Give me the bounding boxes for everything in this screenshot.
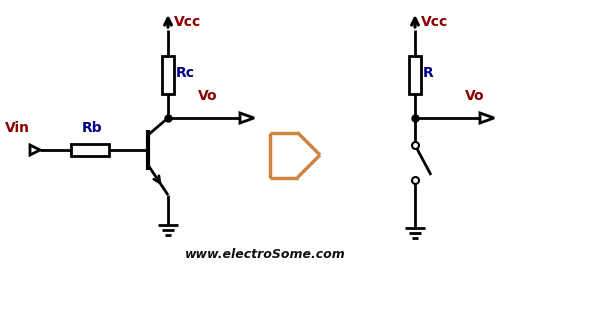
Text: Rb: Rb bbox=[82, 121, 103, 135]
Text: Vcc: Vcc bbox=[421, 15, 448, 29]
Text: Vo: Vo bbox=[465, 89, 485, 103]
Text: www.electroSome.com: www.electroSome.com bbox=[185, 248, 346, 261]
Text: R: R bbox=[423, 66, 434, 80]
Bar bbox=[71, 144, 109, 156]
Text: Vin: Vin bbox=[5, 121, 30, 135]
Bar bbox=[162, 56, 174, 94]
Text: Rc: Rc bbox=[176, 66, 195, 80]
Text: Vcc: Vcc bbox=[174, 15, 201, 29]
Text: Vo: Vo bbox=[198, 89, 218, 103]
Bar bbox=[409, 56, 421, 94]
